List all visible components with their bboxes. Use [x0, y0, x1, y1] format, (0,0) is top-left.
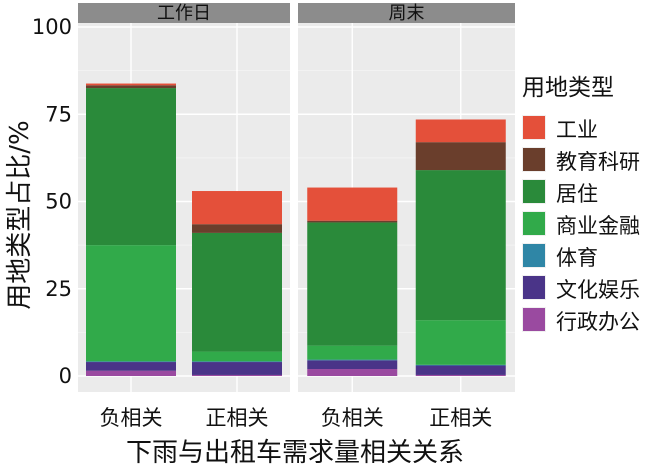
bar-segment [192, 224, 282, 233]
bar-segment [307, 359, 398, 361]
bar-segment [86, 362, 176, 371]
legend-title: 用地类型 [522, 75, 614, 101]
legend-label: 体育 [556, 246, 598, 270]
legend-key [523, 308, 545, 331]
bars [307, 119, 506, 376]
legend-key [523, 116, 545, 139]
panel-weekend: 周末 负相关 正相关 [298, 3, 515, 430]
x-axis-title: 下雨与出租车需求量相关关系 [126, 438, 464, 468]
y-tick-label: 75 [45, 102, 72, 126]
y-tick-labels: 0 25 50 75 100 [32, 15, 72, 388]
bar-segment [86, 370, 176, 376]
x-tick-labels: 负相关 正相关 [321, 406, 493, 430]
bar-segment [415, 320, 506, 365]
legend-label: 商业金融 [556, 214, 640, 238]
panel-weekday: 工作日 负相关 正相关 [78, 3, 290, 430]
x-tick-label: 正相关 [429, 406, 492, 430]
y-tick-label: 0 [59, 364, 72, 388]
legend-label: 文化娱乐 [556, 278, 640, 302]
strip-label: 工作日 [157, 3, 211, 24]
legend-label: 行政办公 [556, 310, 640, 334]
bar-segment [86, 361, 176, 363]
bar-segment [307, 220, 398, 223]
bar-segment [415, 364, 506, 366]
bar-segment [307, 360, 398, 370]
x-tick-label: 正相关 [206, 406, 269, 430]
y-tick-label: 100 [32, 15, 72, 39]
strip-background [78, 3, 290, 23]
bar-segment [192, 191, 282, 225]
y-tick-label: 50 [45, 190, 72, 214]
bar-segment [192, 362, 282, 375]
bar-segment [192, 361, 282, 363]
y-tick-label: 25 [45, 277, 72, 301]
bar-segment [307, 187, 398, 221]
bar-segment [307, 345, 398, 360]
legend-key [523, 148, 545, 171]
bar-segment [415, 119, 506, 143]
y-axis-title: 用地类型占比/% [5, 120, 35, 309]
x-tick-label: 负相关 [100, 406, 163, 430]
legend-label: 居住 [556, 182, 598, 206]
bar-segment [307, 222, 398, 346]
legend-label: 教育科研 [556, 150, 640, 174]
bar-segment [415, 365, 506, 375]
bar-segment [415, 374, 506, 376]
bar-segment [192, 374, 282, 376]
strip-background [298, 3, 515, 23]
legend-label: 工业 [556, 118, 598, 142]
bar-segment [192, 232, 282, 352]
legend-key [523, 276, 545, 299]
bar-segment [86, 85, 176, 89]
bar-segment [86, 83, 176, 86]
bar-segment [86, 88, 176, 246]
x-tick-label: 负相关 [321, 406, 384, 430]
legend-key [523, 212, 545, 235]
bars [86, 83, 282, 376]
bar-segment [192, 351, 282, 362]
bar-segment [307, 369, 398, 376]
bar-segment [415, 170, 506, 321]
legend-key [523, 244, 545, 267]
bar-segment [86, 245, 176, 362]
x-tick-labels: 负相关 正相关 [100, 406, 269, 430]
strip-label: 周末 [389, 3, 425, 24]
legend-key [523, 180, 545, 203]
bar-segment [415, 142, 506, 171]
